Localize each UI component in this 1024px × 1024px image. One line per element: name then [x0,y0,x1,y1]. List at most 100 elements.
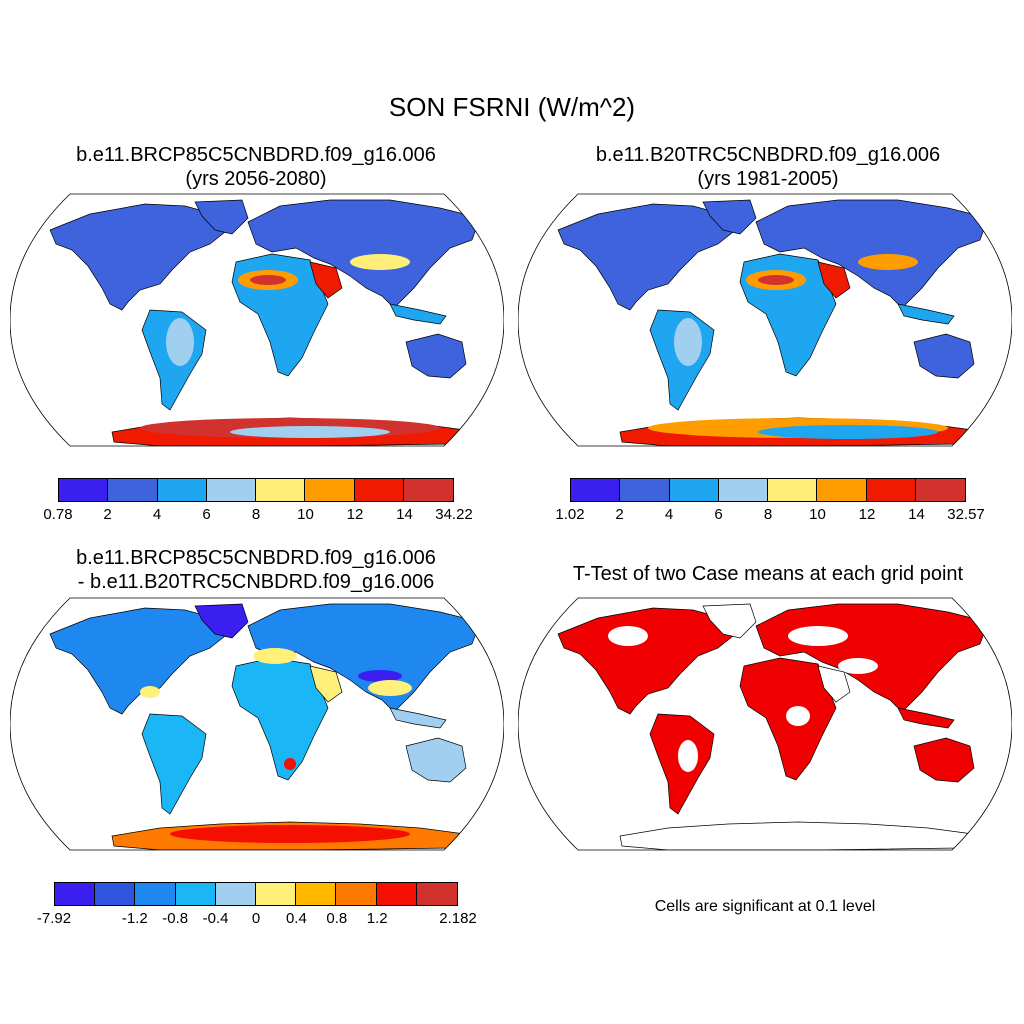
landmass-greenland [194,603,249,639]
colorbar-tick-label: 14 [396,506,413,523]
colorbar-swatch [108,479,158,501]
landmass-arabia [817,261,851,299]
map-panel-2 [518,193,1012,447]
panel2-title: b.e11.B20TRC5CNBDRD.f09_g16.006 (yrs 198… [512,143,1024,191]
colorbar-swatch [571,479,621,501]
landmass-northAmerica [557,203,734,311]
colorbar-swatch [256,883,297,905]
colorbar-tick-label: -1.2 [121,910,148,927]
region-shading [758,425,938,439]
colorbar-swatch [59,479,109,501]
colorbar-tick-label: 2.182 [439,910,477,927]
colorbar-tick-label: 12 [346,506,364,523]
region-shading [838,658,878,674]
map-boundary [10,193,504,447]
significance-note: Cells are significant at 0.1 level [654,898,876,915]
colorbar-swatch [175,883,216,905]
colorbar-tick-label: 2 [615,506,624,523]
colorbar-swatch [296,883,337,905]
landmass-seasia [389,707,447,729]
colorbar-tick-label: 6 [714,506,723,523]
landmass-arabia [309,665,343,703]
landmass-seasia [897,707,955,729]
colorbar-tick-label: -0.8 [162,910,189,927]
colorbar-swatch [95,883,136,905]
landmass-greenland [702,603,757,639]
figure-title: SON FSRNI (W/m^2) [388,92,636,122]
region-shading [166,318,194,366]
region-shading [350,254,410,270]
colorbar-tick-label: -0.4 [202,910,229,927]
panel1-title-line1: b.e11.BRCP85C5CNBDRD.f09_g16.006 [76,144,436,166]
region-shading [608,626,648,646]
landmass-seasia [389,303,447,325]
colorbar-swatch [817,479,867,501]
map-boundary [10,597,504,851]
region-shading [253,648,297,664]
panel3-title-line1: b.e11.BRCP85C5CNBDRD.f09_g16.006 [76,547,436,569]
colorbar-tick-label: 4 [664,506,674,523]
landmass-australia [913,737,975,783]
landmass-australia [405,333,467,379]
colorbar-swatch [55,883,96,905]
map-panel-1 [10,193,504,447]
colorbar-swatch [669,479,719,501]
colorbar-swatch [403,479,453,501]
colorbar-panel-1 [58,478,454,502]
colorbar-swatch [768,479,818,501]
colorbar-swatch [256,479,306,501]
landmass-northAmerica [557,607,734,715]
region-shading [284,758,296,770]
landmass-eurasia [247,603,481,713]
region-shading [674,318,702,366]
region-shading [786,706,810,726]
map-boundary [518,597,1012,851]
panel1-title: b.e11.BRCP85C5CNBDRD.f09_g16.006 (yrs 20… [0,143,512,191]
region-shading [140,686,160,698]
colorbar-swatch [376,883,417,905]
map-boundary [518,193,1012,447]
landmass-northAmerica [49,203,226,311]
landmass-southAmerica [141,713,207,815]
colorbar-tick-label: 12 [858,506,876,523]
landmass-arabia [817,665,851,703]
map-panel-4 [518,597,1012,851]
colorbar-tick-label: -7.92 [36,910,72,927]
colorbar-tick-label: 0 [251,910,261,927]
colorbar-tick-label: 0.78 [43,506,73,523]
landmass-northAmerica [49,607,226,715]
region-shading [358,670,402,682]
colorbar-tick-label: 6 [202,506,211,523]
colorbar-panel-3 [54,882,458,906]
panel2-title-line2: (yrs 1981-2005) [697,168,839,190]
region-shading [368,680,412,696]
colorbar-swatch [336,883,377,905]
panel3-title: b.e11.BRCP85C5CNBDRD.f09_g16.006 - b.e11… [0,546,512,594]
landmass-arabia [309,261,343,299]
landmass-australia [913,333,975,379]
panel2-title-line1: b.e11.B20TRC5CNBDRD.f09_g16.006 [595,144,941,166]
colorbar-tick-label: 0.8 [326,910,348,927]
landmass-eurasia [247,199,481,309]
colorbar-tick-label: 10 [809,506,826,523]
colorbar-tick-label: 32.57 [947,506,985,523]
colorbar-swatch [915,479,965,501]
panel1-title-line2: (yrs 2056-2080) [185,168,327,190]
region-shading [758,275,794,285]
colorbar-swatch [354,479,404,501]
panel4-title: T-Test of two Case means at each grid po… [512,562,1024,586]
landmass-greenland [702,199,757,235]
panel4-title-line1: T-Test of two Case means at each grid po… [572,563,964,585]
colorbar-panel-2 [570,478,966,502]
colorbar-tick-label: 8 [251,506,261,523]
colorbar-tick-label: 4 [152,506,162,523]
colorbar-swatch [620,479,670,501]
region-shading [170,825,410,843]
colorbar-swatch [416,883,458,905]
colorbar-tick-label: 10 [297,506,314,523]
landmass-australia [405,737,467,783]
region-shading [250,275,286,285]
landmass-eurasia [755,199,989,309]
colorbar-tick-label: 1.02 [555,506,585,523]
panel3-title-line2: - b.e11.B20TRC5CNBDRD.f09_g16.006 [77,571,435,593]
